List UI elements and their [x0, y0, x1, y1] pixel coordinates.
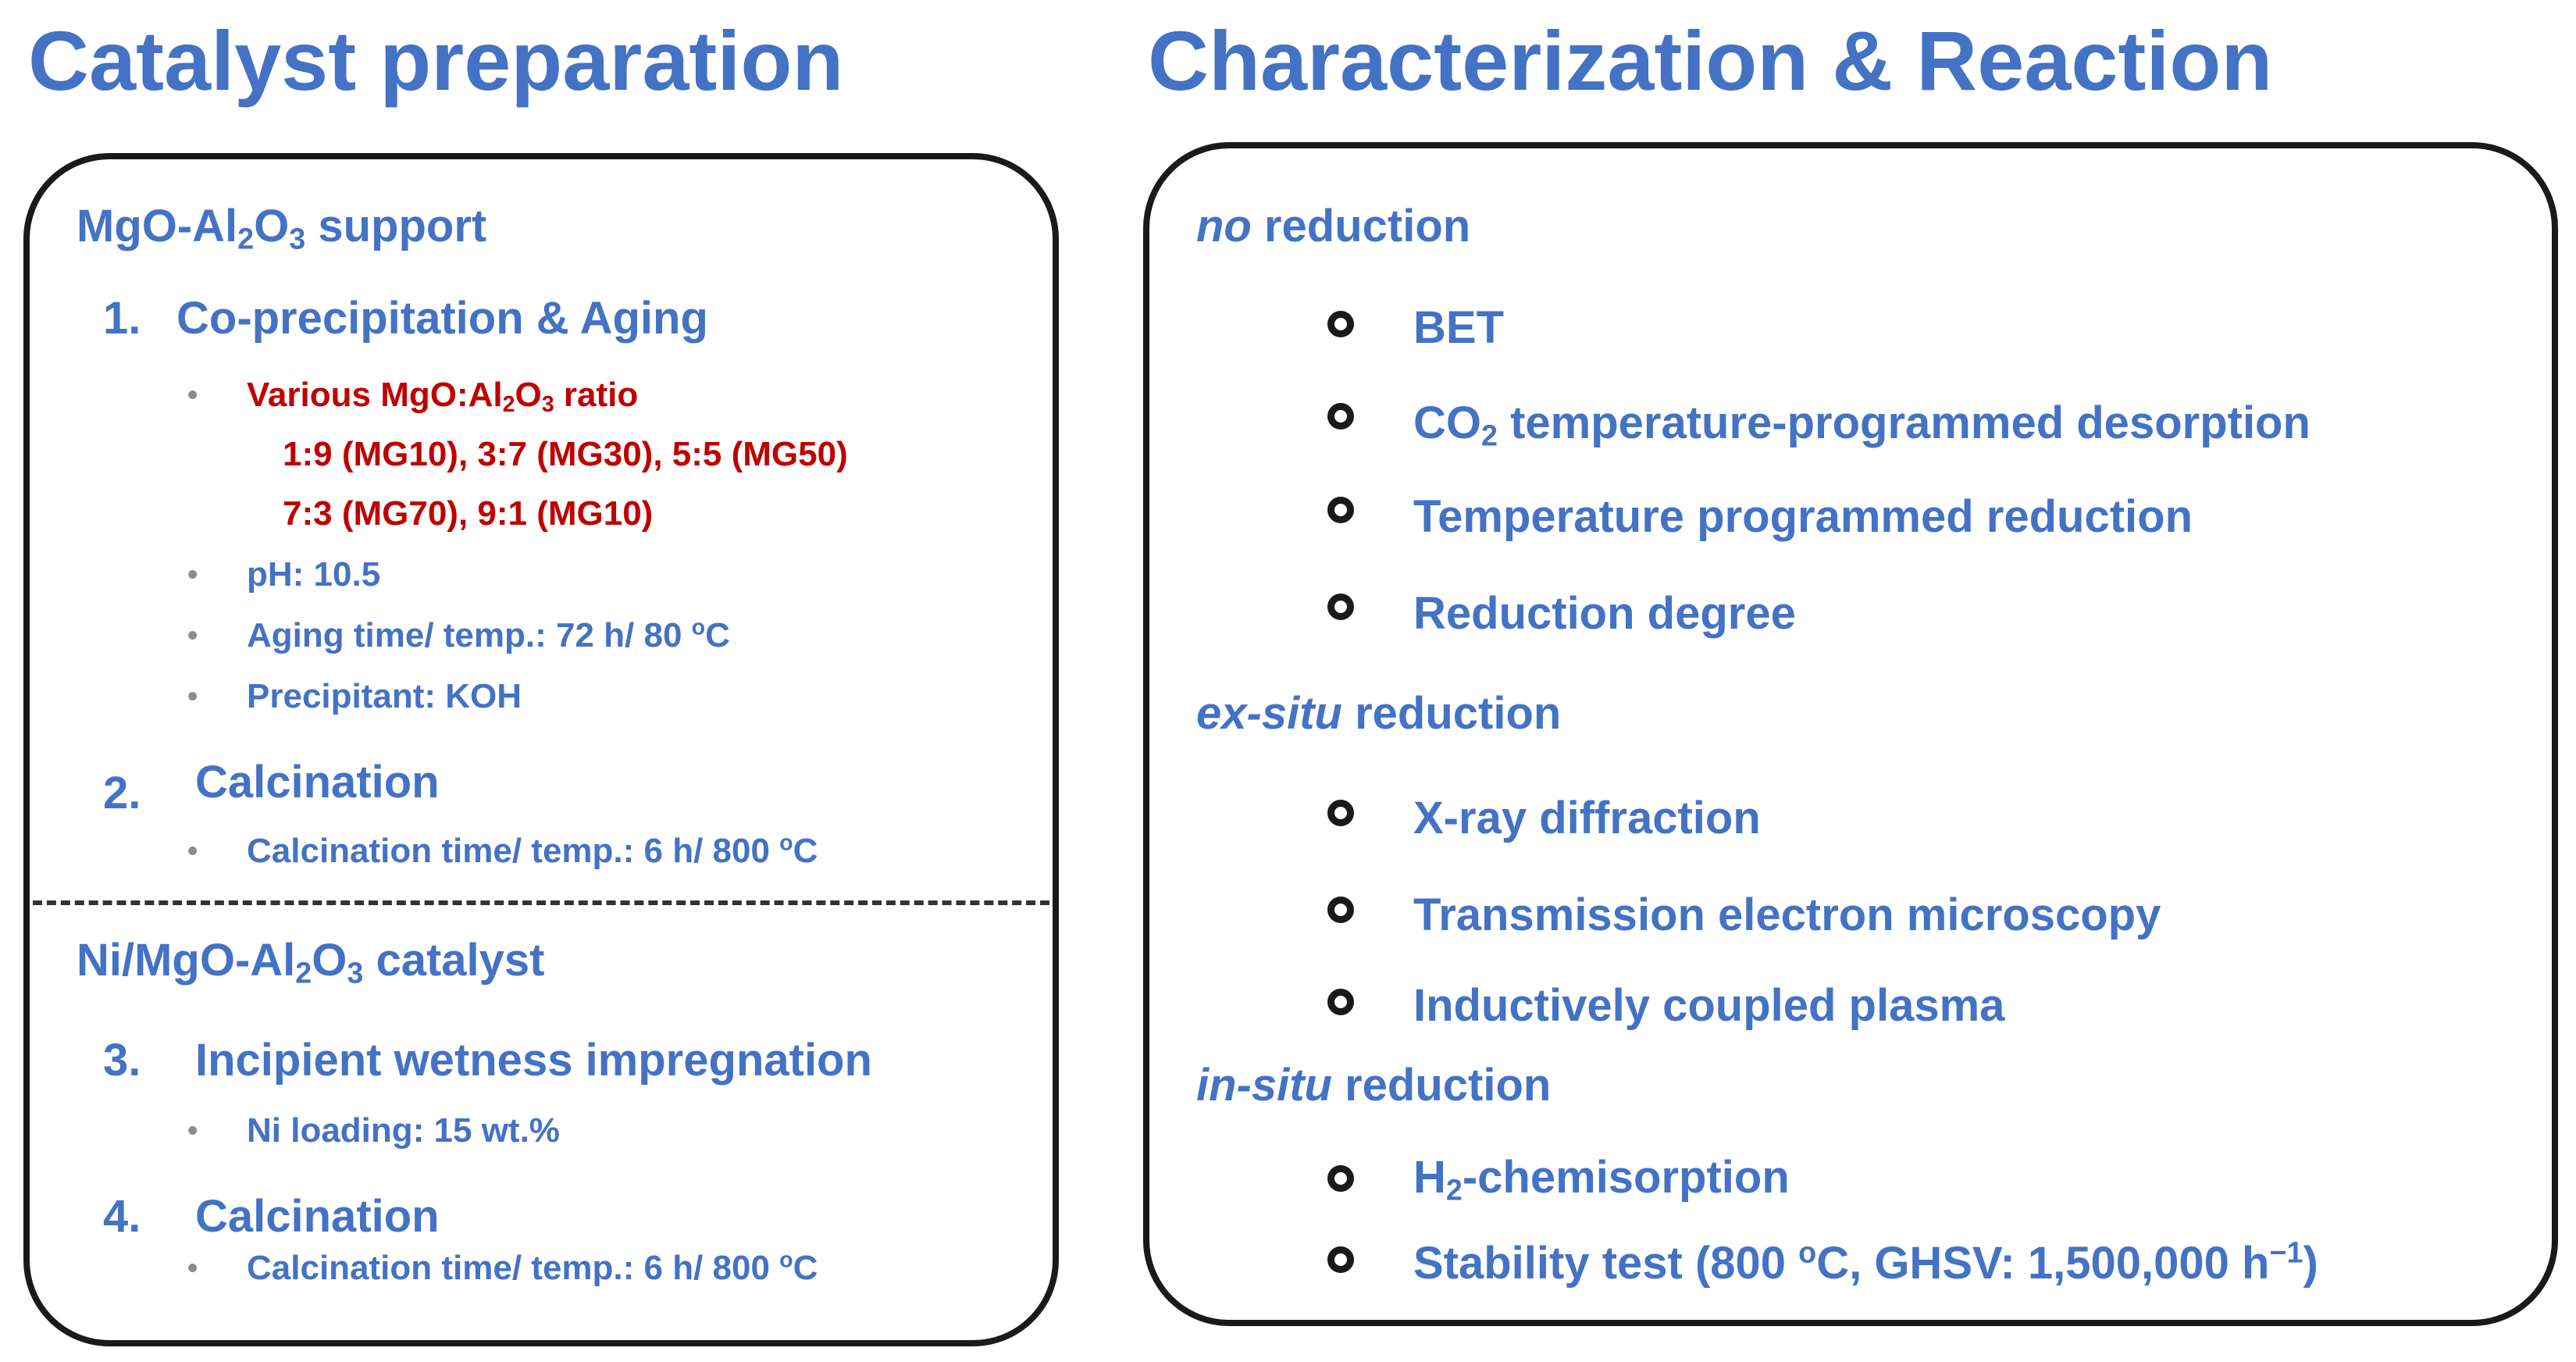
bullet-dot: • [187, 680, 198, 713]
ratio-heading: Various MgO:Al2O3 ratio [247, 376, 639, 418]
circle-bullet-icon [1327, 989, 1354, 1015]
catalyst-heading: Ni/MgO-Al2O3 catalyst [77, 935, 545, 989]
item-xrd: X-ray diffraction [1413, 793, 1761, 843]
circle-bullet-icon [1327, 594, 1354, 620]
item-reduction-degree: Reduction degree [1413, 588, 1796, 639]
circle-bullet-icon [1327, 1246, 1354, 1273]
item-h2-chemisorption: H2-chemisorption [1413, 1152, 1790, 1207]
item-stability-test: Stability test (800 oC, GHSV: 1,500,000 … [1413, 1235, 2318, 1289]
ph-value: pH: 10.5 [247, 555, 381, 594]
item-tpr: Temperature programmed reduction [1413, 491, 2193, 542]
circle-bullet-icon [1327, 800, 1354, 826]
bullet-dot: • [187, 619, 198, 652]
support-heading: MgO-Al2O3 support [77, 201, 487, 255]
step-number: 1. [103, 293, 141, 344]
bullet-dot: • [187, 1114, 198, 1147]
step-number: 4. [103, 1191, 141, 1242]
catalyst-preparation-panel [23, 153, 1059, 1346]
circle-bullet-icon [1327, 403, 1354, 430]
title-characterization-reaction: Characterization & Reaction [1148, 13, 2273, 108]
section-divider [33, 900, 1049, 905]
circle-bullet-icon [1327, 311, 1354, 337]
ratio-list-line-1: 1:9 (MG10), 3:7 (MG30), 5:5 (MG50) [283, 435, 848, 473]
step-impregnation: Incipient wetness impregnation [195, 1035, 872, 1086]
circle-bullet-icon [1327, 1165, 1354, 1192]
step-coprecipitation-aging: Co-precipitation & Aging [176, 293, 708, 344]
step-number: 3. [103, 1035, 141, 1086]
bullet-dot: • [187, 558, 198, 591]
bullet-dot: • [187, 1252, 198, 1285]
precipitant: Precipitant: KOH [247, 677, 522, 715]
title-catalyst-preparation: Catalyst preparation [28, 13, 844, 108]
group-no-reduction: no reduction [1196, 201, 1471, 251]
item-tem: Transmission electron microscopy [1413, 890, 2161, 940]
item-bet: BET [1413, 302, 1504, 353]
item-icp: Inductively coupled plasma [1413, 980, 2005, 1031]
calcination-time-temp-2: Calcination time/ temp.: 6 h/ 800 oC [247, 1247, 818, 1287]
ni-loading: Ni loading: 15 wt.% [247, 1111, 560, 1150]
ratio-list-line-2: 7:3 (MG70), 9:1 (MG10) [283, 494, 654, 533]
circle-bullet-icon [1327, 897, 1354, 923]
step-calcination-2: Calcination [195, 1191, 440, 1242]
bullet-dot: • [187, 835, 198, 868]
characterization-panel [1143, 142, 2558, 1326]
calcination-time-temp-1: Calcination time/ temp.: 6 h/ 800 oC [247, 830, 818, 870]
step-calcination-1: Calcination [195, 757, 440, 808]
step-number: 2. [103, 768, 141, 818]
bullet-dot: • [187, 379, 198, 412]
circle-bullet-icon [1327, 497, 1354, 523]
group-in-situ-reduction: in-situ reduction [1196, 1060, 1552, 1111]
aging-time-temp: Aging time/ temp.: 72 h/ 80 oC [247, 615, 730, 654]
group-ex-situ-reduction: ex-situ reduction [1196, 688, 1562, 739]
item-co2-tpd: CO2 temperature-programmed desorption [1413, 398, 2311, 452]
